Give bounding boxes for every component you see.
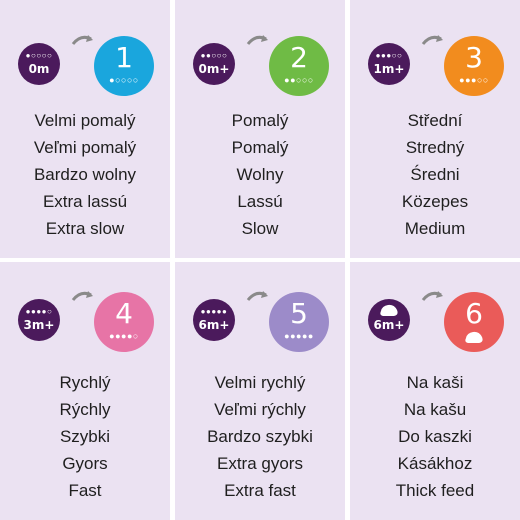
age-label: 0m+	[198, 62, 230, 76]
drop-icon: ●●○○○	[284, 75, 314, 85]
drop-icon: ●○○○○	[109, 75, 139, 85]
curved-arrow-icon	[421, 291, 443, 301]
flow-label-cs: Velmi rychlý	[214, 373, 306, 392]
flow-label-sk: Veľmi pomalý	[33, 138, 137, 157]
flow-label-sk: Pomalý	[231, 138, 289, 157]
flow-label-cs: Rychlý	[59, 373, 111, 392]
flow-label-hu: Lassú	[237, 192, 283, 211]
flow-label-cs: Pomalý	[231, 111, 289, 130]
flow-card-5: ●●●●● 6m+ 5 ●●●●● Velmi rychlý Veľmi rýc…	[175, 262, 345, 520]
flow-number-badge: 5 ●●●●●	[269, 292, 329, 352]
age-badge: ●●○○○ 0m+	[193, 43, 235, 85]
age-label: 3m+	[23, 318, 55, 332]
drop-icon: ●●●●●	[200, 307, 228, 316]
age-badge: 6m+	[368, 299, 410, 341]
flow-label-hu: Gyors	[62, 454, 108, 473]
flow-label-en: Extra fast	[224, 481, 296, 500]
flow-number-badge: 1 ●○○○○	[94, 36, 154, 96]
drop-icon: ●●●●●	[284, 331, 314, 341]
age-label: 0m	[28, 62, 50, 76]
drop-icon: ●●○○○	[200, 51, 228, 60]
thick-feed-icon	[380, 304, 398, 316]
drop-icon: ●●●●○	[25, 307, 53, 316]
age-badge: ●●●●○ 3m+	[18, 299, 60, 341]
flow-label-list: Velmi rychlý Veľmi rýchly Bardzo szybki …	[175, 369, 345, 504]
drop-icon: ●●●●○	[109, 331, 139, 341]
curved-arrow-icon	[246, 35, 268, 45]
curved-arrow-icon	[71, 35, 93, 45]
flow-number: 5	[290, 297, 308, 330]
flow-label-cs: Velmi pomalý	[34, 111, 136, 130]
flow-card-3: ●●●○○ 1m+ 3 ●●●○○ Střední Stredný Średni…	[350, 0, 520, 258]
age-badge: ●●●○○ 1m+	[368, 43, 410, 85]
drop-icon: ●●●○○	[375, 51, 403, 60]
drop-icon: ●○○○○	[25, 51, 53, 60]
age-label: 6m+	[198, 318, 230, 332]
flow-number: 1	[115, 41, 133, 74]
thick-feed-icon	[465, 331, 483, 343]
flow-label-list: Střední Stredný Średni Közepes Medium	[350, 107, 520, 242]
flow-label-cs: Na kaši	[406, 373, 464, 392]
age-badge: ●○○○○ 0m	[18, 43, 60, 85]
flow-label-en: Fast	[68, 481, 102, 500]
flow-label-en: Medium	[404, 219, 466, 238]
flow-label-hu: Extra lassú	[42, 192, 128, 211]
flow-label-hu: Extra gyors	[217, 454, 303, 473]
flow-number: 6	[465, 297, 483, 330]
flow-label-pl: Bardzo szybki	[207, 427, 313, 446]
flow-label-cs: Střední	[407, 111, 463, 130]
flow-number-badge: 2 ●●○○○	[269, 36, 329, 96]
flow-number-badge: 3 ●●●○○	[444, 36, 504, 96]
flow-label-pl: Wolny	[236, 165, 284, 184]
flow-label-hu: Közepes	[401, 192, 469, 211]
flow-label-list: Na kaši Na kašu Do kaszki Kásákhoz Thick…	[350, 369, 520, 504]
age-badge: ●●●●● 6m+	[193, 299, 235, 341]
flow-label-list: Velmi pomalý Veľmi pomalý Bardzo wolny E…	[0, 107, 170, 242]
flow-label-sk: Stredný	[405, 138, 465, 157]
flow-card-4: ●●●●○ 3m+ 4 ●●●●○ Rychlý Rýchly Szybki G…	[0, 262, 170, 520]
flow-number-badge: 6	[444, 292, 504, 352]
age-label: 1m+	[373, 62, 405, 76]
flow-label-pl: Szybki	[59, 427, 111, 446]
flow-card-1: ●○○○○ 0m 1 ●○○○○ Velmi pomalý Veľmi poma…	[0, 0, 170, 258]
flow-card-6: 6m+ 6 Na kaši Na kašu Do kaszki Kásákhoz…	[350, 262, 520, 520]
flow-card-2: ●●○○○ 0m+ 2 ●●○○○ Pomalý Pomalý Wolny La…	[175, 0, 345, 258]
flow-label-sk: Rýchly	[59, 400, 111, 419]
flow-label-pl: Bardzo wolny	[33, 165, 137, 184]
flow-label-sk: Veľmi rýchly	[214, 400, 306, 419]
flow-label-hu: Kásákhoz	[397, 454, 473, 473]
flow-label-sk: Na kašu	[403, 400, 467, 419]
flow-number-badge: 4 ●●●●○	[94, 292, 154, 352]
curved-arrow-icon	[71, 291, 93, 301]
drop-icon: ●●●○○	[459, 75, 489, 85]
flow-label-pl: Do kaszki	[398, 427, 472, 446]
flow-label-list: Pomalý Pomalý Wolny Lassú Slow	[175, 107, 345, 242]
flow-label-en: Thick feed	[395, 481, 475, 500]
flow-label-en: Extra slow	[45, 219, 125, 238]
flow-label-en: Slow	[241, 219, 279, 238]
age-label: 6m+	[373, 318, 405, 332]
flow-number: 4	[115, 297, 133, 330]
flow-number: 2	[290, 41, 308, 74]
flow-number: 3	[465, 41, 483, 74]
curved-arrow-icon	[246, 291, 268, 301]
curved-arrow-icon	[421, 35, 443, 45]
flow-label-pl: Średni	[410, 165, 460, 184]
flow-label-list: Rychlý Rýchly Szybki Gyors Fast	[0, 369, 170, 504]
